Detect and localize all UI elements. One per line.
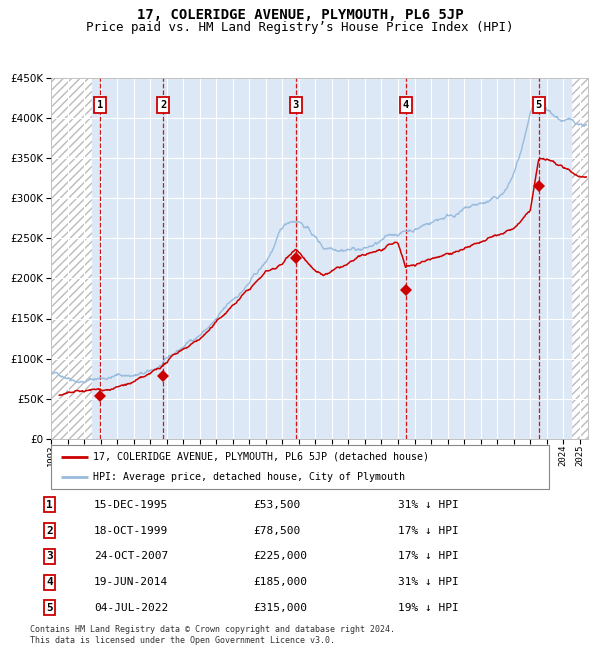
- Text: 2: 2: [160, 100, 166, 110]
- Text: £78,500: £78,500: [253, 526, 301, 536]
- Bar: [92, 78, 571, 439]
- Text: 1: 1: [46, 500, 53, 510]
- Text: 18-OCT-1999: 18-OCT-1999: [94, 526, 169, 536]
- Text: 4: 4: [403, 100, 409, 110]
- Text: £53,500: £53,500: [253, 500, 301, 510]
- Text: 17% ↓ HPI: 17% ↓ HPI: [398, 526, 459, 536]
- Text: This data is licensed under the Open Government Licence v3.0.: This data is licensed under the Open Gov…: [30, 636, 335, 645]
- Text: Contains HM Land Registry data © Crown copyright and database right 2024.: Contains HM Land Registry data © Crown c…: [30, 625, 395, 634]
- Text: 19-JUN-2014: 19-JUN-2014: [94, 577, 169, 587]
- Text: 4: 4: [46, 577, 53, 587]
- Text: 31% ↓ HPI: 31% ↓ HPI: [398, 500, 459, 510]
- Text: 3: 3: [293, 100, 299, 110]
- Text: £315,000: £315,000: [253, 603, 307, 613]
- Text: HPI: Average price, detached house, City of Plymouth: HPI: Average price, detached house, City…: [94, 472, 406, 482]
- Text: 19% ↓ HPI: 19% ↓ HPI: [398, 603, 459, 613]
- Text: 04-JUL-2022: 04-JUL-2022: [94, 603, 169, 613]
- Text: 15-DEC-1995: 15-DEC-1995: [94, 500, 169, 510]
- Bar: [571, 78, 588, 439]
- Text: 17, COLERIDGE AVENUE, PLYMOUTH, PL6 5JP (detached house): 17, COLERIDGE AVENUE, PLYMOUTH, PL6 5JP …: [94, 452, 430, 461]
- Text: £225,000: £225,000: [253, 551, 307, 562]
- Text: 17% ↓ HPI: 17% ↓ HPI: [398, 551, 459, 562]
- FancyBboxPatch shape: [51, 445, 549, 489]
- Text: 5: 5: [46, 603, 53, 613]
- Text: 31% ↓ HPI: 31% ↓ HPI: [398, 577, 459, 587]
- Bar: [51, 78, 92, 439]
- Text: 2: 2: [46, 526, 53, 536]
- Text: 24-OCT-2007: 24-OCT-2007: [94, 551, 169, 562]
- Text: 17, COLERIDGE AVENUE, PLYMOUTH, PL6 5JP: 17, COLERIDGE AVENUE, PLYMOUTH, PL6 5JP: [137, 8, 463, 22]
- Text: Price paid vs. HM Land Registry’s House Price Index (HPI): Price paid vs. HM Land Registry’s House …: [86, 21, 514, 34]
- Text: £185,000: £185,000: [253, 577, 307, 587]
- Text: 5: 5: [535, 100, 542, 110]
- Text: 1: 1: [97, 100, 103, 110]
- Text: 3: 3: [46, 551, 53, 562]
